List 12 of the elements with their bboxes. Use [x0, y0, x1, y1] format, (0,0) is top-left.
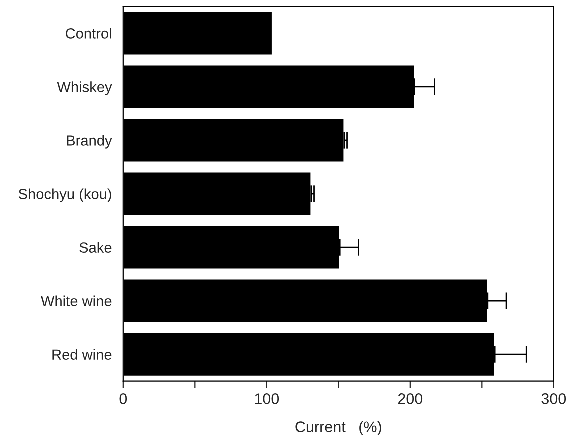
x-tick-label: 200	[398, 394, 423, 404]
y-tick-label: White wine	[41, 296, 112, 306]
x-tick-label: 100	[255, 394, 280, 404]
y-tick-label: Red wine	[52, 349, 112, 360]
y-tick-label: Shochyu (kou)	[18, 188, 112, 202]
x-tick-label: 300	[542, 394, 566, 404]
y-tick-label: Whiskey	[57, 82, 112, 96]
y-tick-label: Control	[66, 28, 112, 39]
x-tick-label: 0	[120, 394, 128, 404]
y-tick-label: Brandy	[67, 135, 112, 149]
y-tick-label: Sake	[80, 242, 112, 253]
x-axis-title: Current (%)	[296, 421, 382, 436]
